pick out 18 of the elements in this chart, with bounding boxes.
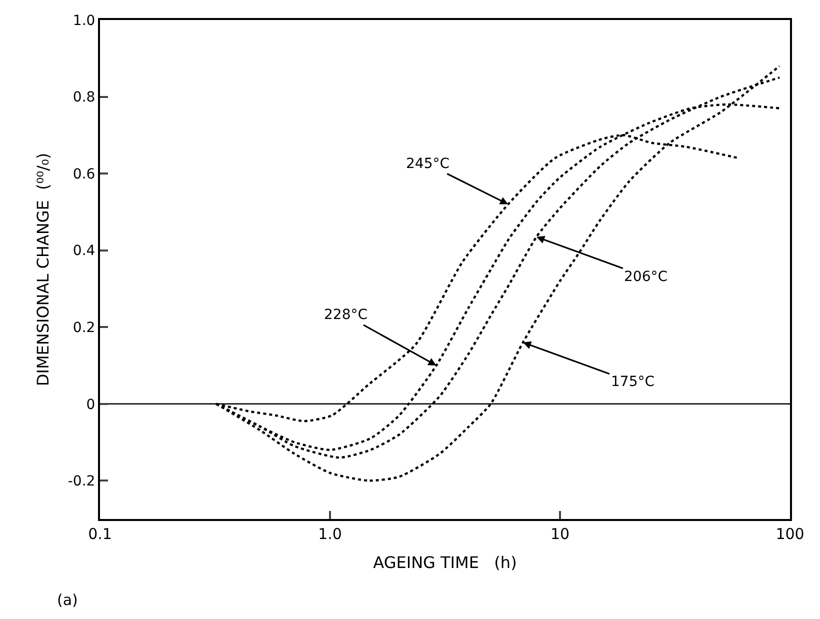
y-tick-label: 0 <box>86 396 96 413</box>
annotation: 228°C <box>324 307 368 323</box>
x-tick-label: 0.1 <box>88 525 112 543</box>
y-tick-label: -0.2 <box>68 474 96 490</box>
x-axis-title: AGEING TIME (h) <box>373 553 517 572</box>
y-tick-label: 0.4 <box>72 243 96 260</box>
x-tick-label: 100 <box>776 525 804 543</box>
text: (a) <box>57 591 78 609</box>
y-tick-label: 0.6 <box>72 166 96 182</box>
y-tick-label: 1.0 <box>72 12 96 29</box>
y-axis-title: DIMENSIONAL CHANGE (⁰⁰/₀) <box>33 152 52 386</box>
x-tick-label: 10 <box>550 525 570 543</box>
x-tick-label: 1.0 <box>318 525 342 543</box>
annotation: 175°C <box>611 374 655 390</box>
y-tick-label: 0.2 <box>72 320 96 336</box>
y-tick-label: 0.8 <box>72 90 96 106</box>
annotation: 206°C <box>624 269 668 285</box>
annotation: 245°C <box>406 156 450 172</box>
